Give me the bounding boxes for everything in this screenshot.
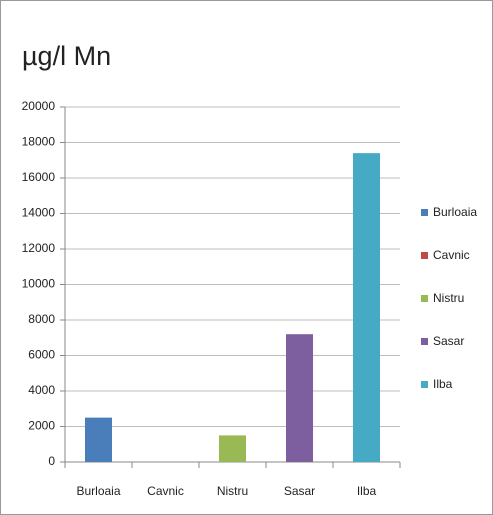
legend-swatch [421, 209, 428, 216]
y-tick-label: 14000 [22, 206, 56, 220]
bar [353, 153, 380, 462]
legend-label: Ilba [433, 377, 453, 391]
y-tick-label: 6000 [28, 348, 55, 362]
y-tick-label: 8000 [28, 312, 55, 326]
legend-swatch [421, 295, 428, 302]
y-tick-label: 12000 [22, 241, 56, 255]
y-tick-label: 20000 [22, 99, 56, 113]
legend-swatch [421, 381, 428, 388]
x-tick-label: Sasar [284, 484, 315, 498]
y-tick-label: 18000 [22, 135, 56, 149]
chart-title: µg/l Mn [22, 41, 111, 71]
x-tick-label: Cavnic [147, 484, 184, 498]
legend-label: Cavnic [433, 248, 470, 262]
legend-label: Nistru [433, 291, 464, 305]
bar [286, 334, 313, 462]
legend-swatch [421, 252, 428, 259]
bar [219, 435, 246, 462]
x-tick-label: Burloaia [76, 484, 120, 498]
y-tick-label: 4000 [28, 383, 55, 397]
x-tick-label: Ilba [357, 484, 377, 498]
y-tick-label: 2000 [28, 419, 55, 433]
legend-label: Sasar [433, 334, 464, 348]
y-tick-label: 16000 [22, 170, 56, 184]
legend-label: Burloaia [433, 205, 477, 219]
legend-swatch [421, 338, 428, 345]
y-tick-label: 10000 [22, 277, 56, 291]
x-tick-label: Nistru [217, 484, 248, 498]
bar [85, 417, 112, 462]
y-tick-label: 0 [48, 454, 55, 468]
